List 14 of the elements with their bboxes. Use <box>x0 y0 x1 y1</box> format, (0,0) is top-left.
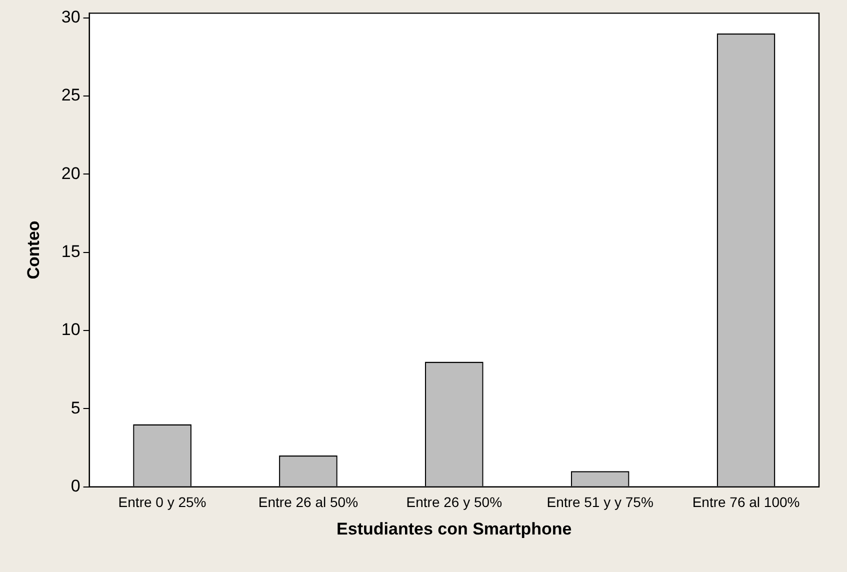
x-tick-label: Entre 76 al 100% <box>692 494 800 510</box>
y-tick-label: 30 <box>61 8 80 27</box>
y-tick-label: 0 <box>70 476 80 496</box>
y-axis-title: Conteo <box>24 220 43 280</box>
y-tick-label: 25 <box>61 86 80 105</box>
y-tick-label: 5 <box>70 398 80 418</box>
x-tick-label: Entre 26 al 50% <box>258 494 358 510</box>
x-tick-label: Entre 51 y y 75% <box>546 494 654 510</box>
x-tick-label: Entre 0 y 25% <box>118 494 206 510</box>
x-tick-label: Entre 26 y 50% <box>406 494 502 510</box>
y-tick-label: 10 <box>61 320 80 340</box>
x-axis-title: Estudiantes con Smartphone <box>336 519 572 538</box>
y-tick-label: 15 <box>61 242 80 262</box>
y-tick-label: 20 <box>61 164 80 183</box>
